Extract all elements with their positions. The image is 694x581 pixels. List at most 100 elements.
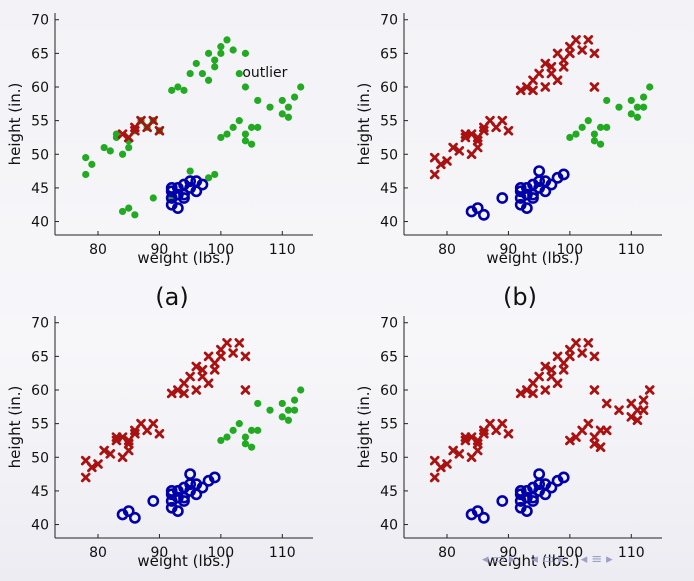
data-point bbox=[552, 378, 563, 389]
data-point bbox=[466, 129, 477, 139]
data-point bbox=[105, 449, 116, 459]
y-tick-label: 40 bbox=[31, 215, 49, 231]
data-point bbox=[589, 439, 600, 449]
x-tick-label: 110 bbox=[269, 545, 296, 561]
data-point bbox=[82, 170, 90, 179]
nav-right-icon[interactable]: ▸ bbox=[606, 551, 613, 567]
data-point bbox=[266, 103, 274, 111]
data-point bbox=[639, 93, 648, 101]
data-point bbox=[546, 62, 557, 72]
y-axis-label: height (in.) bbox=[6, 83, 24, 166]
x-tick-label: 80 bbox=[438, 242, 456, 258]
data-point bbox=[589, 48, 600, 59]
data-point bbox=[93, 459, 103, 469]
y-tick-label: 65 bbox=[380, 349, 398, 365]
data-point bbox=[166, 388, 177, 399]
data-point bbox=[186, 167, 194, 175]
data-point bbox=[284, 416, 293, 424]
panel-caption: (b) bbox=[503, 283, 537, 311]
nav-subsection-icon[interactable]: ▭ bbox=[541, 551, 555, 567]
data-point bbox=[222, 338, 232, 348]
data-point bbox=[149, 194, 157, 202]
data-point bbox=[552, 75, 563, 86]
data-point bbox=[125, 204, 133, 212]
data-point bbox=[223, 36, 231, 44]
data-point bbox=[178, 491, 190, 504]
scatter-plot-3: 40 45 50 55 60 65 70 80 90 100 110 weight (lbs.) hei… bbox=[6, 316, 313, 570]
nav-section-icon[interactable]: ≡ bbox=[591, 551, 603, 567]
y-tick-label: 70 bbox=[31, 13, 49, 29]
data-point bbox=[442, 459, 452, 469]
data-point bbox=[223, 433, 231, 441]
data-point bbox=[584, 117, 592, 125]
data-point bbox=[99, 445, 109, 456]
data-point bbox=[601, 398, 612, 409]
data-point bbox=[179, 388, 189, 399]
panel-caption: (a) bbox=[155, 283, 188, 311]
data-point bbox=[165, 488, 178, 501]
data-point bbox=[577, 45, 587, 55]
y-tick-label: 65 bbox=[380, 46, 398, 62]
nav-right-icon[interactable]: ▸ bbox=[508, 551, 516, 567]
nav-left-icon[interactable]: ◂ bbox=[580, 551, 588, 567]
data-point bbox=[558, 365, 569, 375]
data-point bbox=[118, 150, 127, 158]
data-point bbox=[583, 338, 594, 348]
y-tick-label: 60 bbox=[31, 383, 49, 399]
data-point bbox=[82, 154, 90, 162]
data-point bbox=[572, 130, 580, 138]
data-point bbox=[596, 123, 605, 131]
data-point bbox=[436, 159, 446, 170]
y-tick-label: 50 bbox=[380, 147, 398, 163]
data-point bbox=[106, 147, 114, 155]
data-point bbox=[503, 428, 514, 439]
data-point bbox=[557, 168, 570, 181]
data-point bbox=[87, 462, 97, 473]
data-point bbox=[471, 202, 484, 214]
data-point bbox=[533, 468, 546, 480]
data-point bbox=[278, 110, 286, 118]
data-point bbox=[217, 436, 225, 445]
data-point bbox=[241, 83, 250, 91]
data-point bbox=[589, 385, 600, 395]
data-point bbox=[203, 378, 214, 389]
data-point bbox=[540, 58, 551, 69]
data-point bbox=[583, 35, 594, 45]
data-point bbox=[154, 125, 165, 136]
y-tick-label: 70 bbox=[380, 13, 398, 29]
data-point bbox=[577, 348, 587, 358]
data-point bbox=[117, 432, 128, 442]
data-point bbox=[130, 425, 140, 436]
data-point bbox=[284, 113, 293, 121]
x-tick-label: 110 bbox=[618, 242, 645, 258]
nav-right-icon[interactable]: ▸ bbox=[558, 551, 565, 567]
data-point bbox=[571, 35, 581, 45]
data-point bbox=[186, 69, 194, 78]
data-point bbox=[228, 348, 238, 358]
data-point bbox=[614, 405, 624, 415]
y-tick-label: 60 bbox=[380, 80, 398, 96]
data-point bbox=[174, 83, 182, 91]
data-point bbox=[615, 103, 623, 111]
data-point bbox=[190, 478, 203, 491]
y-tick-label: 45 bbox=[31, 181, 49, 197]
data-point bbox=[540, 385, 551, 395]
y-tick-label: 55 bbox=[380, 114, 398, 130]
x-tick-label: 80 bbox=[89, 242, 107, 258]
scatter-plot-2: 40 45 50 55 60 65 70 80 90 100 110 weight (lbs.) hei… bbox=[355, 13, 662, 267]
nav-left-icon[interactable]: ◂ bbox=[482, 551, 489, 567]
data-point bbox=[191, 361, 202, 372]
scatter-plot-4: 40 45 50 55 60 65 70 80 90 100 110 weight (lbs.) hei… bbox=[355, 316, 662, 570]
data-point bbox=[514, 185, 527, 198]
nav-left-icon[interactable]: ◂ bbox=[531, 551, 538, 567]
data-point bbox=[278, 399, 286, 408]
y-tick-label: 45 bbox=[380, 484, 398, 500]
data-point bbox=[472, 445, 483, 456]
annotation-outlier: outlier bbox=[242, 65, 287, 81]
data-point bbox=[639, 103, 648, 111]
nav-frame-icon[interactable]: ▭ bbox=[492, 551, 505, 567]
data-point bbox=[191, 385, 202, 395]
scatter-plot-1: 40 45 50 55 60 65 70 80 90 100 110 weight (lbs.) hei… bbox=[6, 13, 313, 267]
y-tick-label: 40 bbox=[380, 215, 398, 231]
